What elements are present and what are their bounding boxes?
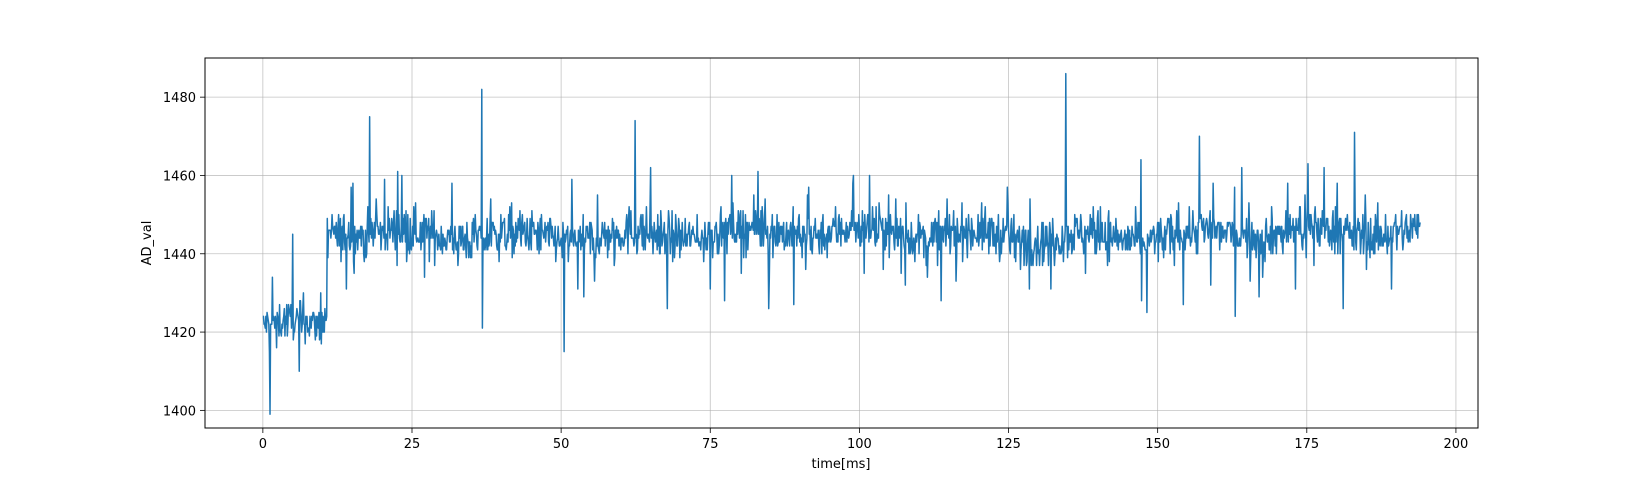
x-tick-label: 150 [1145,437,1170,452]
x-tick-label: 25 [404,437,421,452]
y-tick-label: 1420 [163,326,196,341]
y-axis-label: AD_val [140,221,155,266]
x-tick-label: 75 [702,437,719,452]
y-tick-label: 1480 [163,91,196,106]
x-tick-label: 125 [996,437,1021,452]
y-tick-label: 1400 [163,404,196,419]
y-tick-label: 1440 [163,248,196,263]
y-axis-ticks: 1400 1420 1440 1460 1480 [163,91,205,419]
x-tick-label: 175 [1294,437,1319,452]
series-line [262,72,1421,416]
x-tick-label: 200 [1444,437,1469,452]
y-tick-label: 1460 [163,169,196,184]
x-tick-label: 0 [259,437,267,452]
x-tick-label: 50 [553,437,570,452]
x-tick-label: 100 [847,437,872,452]
x-axis-label: time[ms] [812,457,871,472]
plot-frame [204,57,1479,429]
x-axis-ticks: 0 25 50 75 100 125 150 175 200 [259,428,1469,452]
